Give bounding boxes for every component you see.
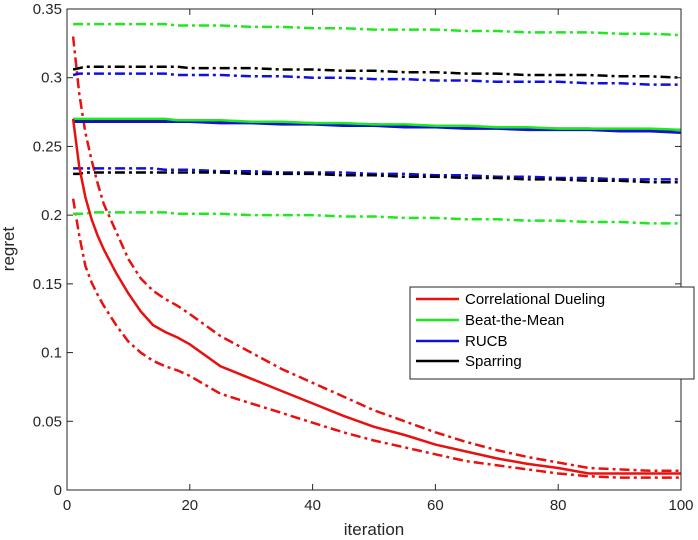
y-tick-label: 0.25 — [33, 138, 62, 155]
y-tick-label: 0 — [54, 482, 62, 499]
y-tick-label: 0.15 — [33, 276, 62, 293]
y-tick-label: 0.2 — [41, 207, 62, 224]
y-tick-label: 0.05 — [33, 413, 62, 430]
correlational-dueling-lower-bound-line — [71, 198, 681, 479]
legend-label-rucb: RUCB — [465, 333, 508, 350]
rucb-lower-bound-line — [73, 167, 681, 181]
x-tick-label: 40 — [304, 497, 321, 514]
x-tick-label: 100 — [668, 497, 693, 514]
y-axis-label: regret — [0, 227, 18, 272]
x-tick-label: 0 — [63, 497, 71, 514]
beat-the-mean-lower-bound-line — [73, 211, 681, 225]
correlational-dueling-mean-line — [71, 118, 681, 475]
legend-box — [409, 286, 695, 380]
y-tick-label: 0.35 — [33, 1, 62, 18]
x-tick-label: 60 — [427, 497, 444, 514]
sparring-upper-bound-line — [72, 65, 682, 79]
legend-label-correlational-dueling: Correlational Dueling — [465, 291, 605, 308]
correlational-dueling-upper-bound-line — [71, 36, 681, 473]
y-tick-label: 0.3 — [41, 70, 62, 87]
x-tick-label: 20 — [181, 497, 198, 514]
rucb-mean-line — [73, 120, 682, 134]
series-layer — [71, 22, 682, 479]
x-axis-label: iteration — [344, 520, 404, 539]
legend-label-sparring: Sparring — [465, 353, 522, 370]
legend-label-beat-the-mean: Beat-the-Mean — [465, 312, 564, 329]
legend: Correlational Dueling Beat-the-Mean RUCB… — [409, 286, 695, 380]
plot-background — [67, 9, 681, 490]
sparring-lower-bound-line — [73, 171, 681, 184]
tick-layer: 0 20 40 60 80 100 0 0.05 0.1 0.15 0.2 0.25 0.3 0.35 — [33, 1, 694, 514]
rucb-upper-bound-line — [72, 72, 681, 86]
y-tick-label: 0.1 — [41, 345, 62, 362]
beat-the-mean-mean-line — [73, 117, 682, 132]
beat-the-mean-upper-bound-line — [73, 22, 682, 37]
x-tick-label: 80 — [550, 497, 567, 514]
